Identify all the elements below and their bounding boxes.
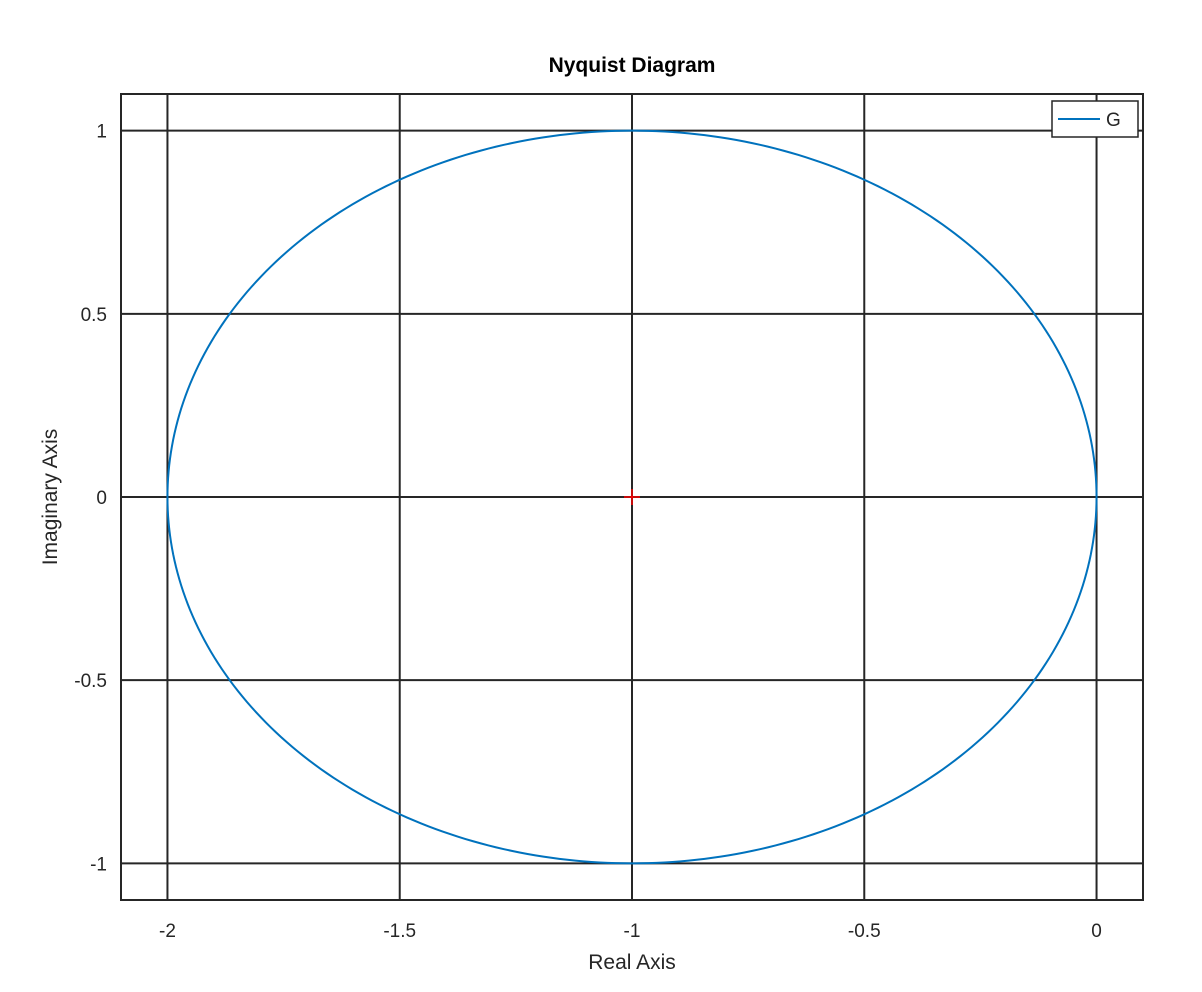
y-tick-label: -0.5	[74, 671, 107, 692]
x-tick-label: -1.5	[383, 921, 416, 942]
series-line-g	[166, 129, 1098, 865]
critical-point-layer	[624, 489, 640, 505]
y-axis-label: Imaginary Axis	[39, 429, 62, 566]
y-tick-label: 1	[96, 122, 107, 143]
series-layer	[166, 129, 1098, 865]
y-tick-label: 0.5	[81, 305, 107, 326]
y-tick-label: 0	[96, 488, 107, 509]
x-tick-label: 0	[1091, 921, 1102, 942]
x-tick-label: -1	[624, 921, 641, 942]
chart-title: Nyquist Diagram	[549, 54, 716, 77]
x-tick-label: -0.5	[848, 921, 881, 942]
x-axis-label: Real Axis	[588, 951, 676, 974]
legend: G	[1051, 100, 1139, 138]
y-tick-label: -1	[90, 854, 107, 875]
x-tick-label: -2	[159, 921, 176, 942]
legend-label-g: G	[1106, 110, 1121, 131]
axes-frame	[120, 93, 1144, 901]
tick-labels: -2 -1.5 -1 -0.5 0 -1 -0.5 0 0.5 1	[74, 122, 1102, 942]
